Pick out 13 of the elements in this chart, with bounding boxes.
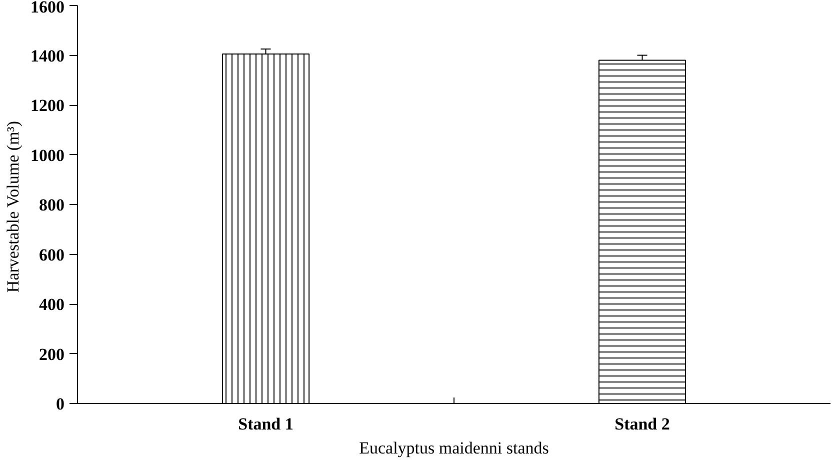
x-tick-label: Stand 2 bbox=[614, 414, 670, 434]
y-tick-label: 200 bbox=[39, 344, 64, 364]
x-axis-title: Eucalyptus maidenni stands bbox=[359, 438, 549, 458]
x-tick-label: Stand 1 bbox=[238, 414, 294, 434]
y-axis-title: Harvestable Volume (m³) bbox=[4, 120, 22, 293]
y-tick-label: 1000 bbox=[30, 146, 64, 165]
y-tick-label: 800 bbox=[39, 196, 64, 214]
y-tick-label: 0 bbox=[56, 394, 64, 414]
y-tick-label: 400 bbox=[39, 295, 64, 314]
y-tick-label: 1400 bbox=[30, 46, 64, 66]
y-tick-label: 600 bbox=[39, 245, 64, 264]
y-tick-label: 1200 bbox=[30, 96, 64, 115]
y-tick-label: 1600 bbox=[30, 0, 64, 16]
